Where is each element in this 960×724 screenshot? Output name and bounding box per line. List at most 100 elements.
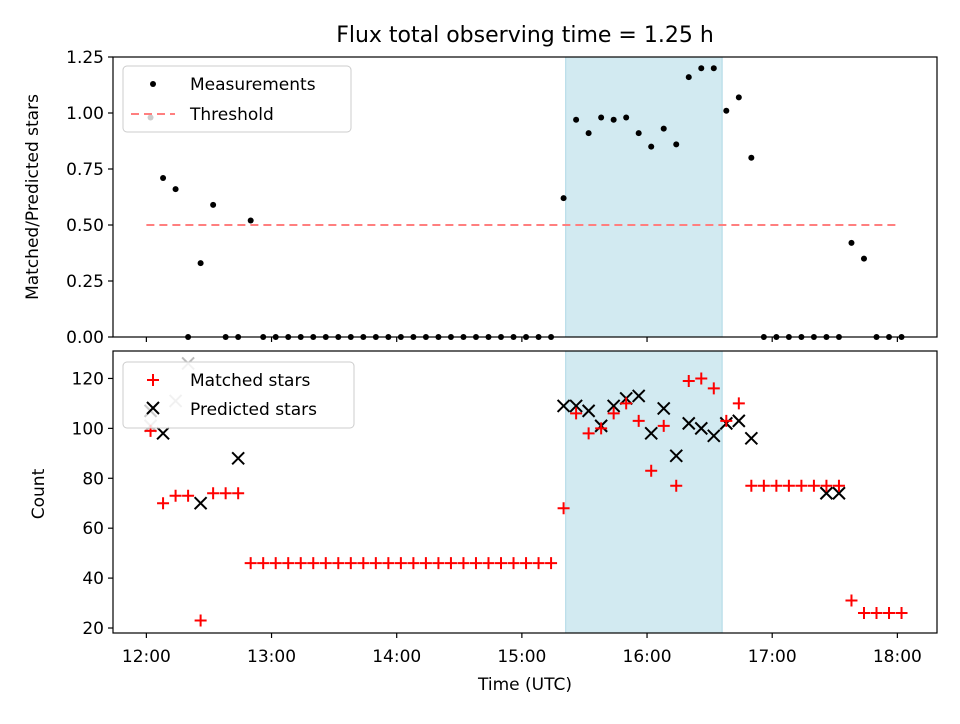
matched-star-point (232, 487, 245, 500)
matched-star-point (444, 557, 457, 570)
top-y-tick-label: 0.75 (66, 160, 104, 180)
measurement-point (160, 174, 167, 181)
matched-star-point (369, 557, 382, 570)
bottom-plot-area: 12:00 13:00 14:00 15:00 16:00 17:00 18:00 20 40 6… (72, 350, 938, 667)
matched-star-point (545, 557, 558, 570)
matched-star-point (795, 479, 808, 492)
chart-title: Flux total observing time = 1.25 h (336, 23, 714, 48)
predicted-star-point (682, 416, 696, 431)
measurement-point (723, 107, 730, 114)
matched-star-point (344, 557, 357, 570)
top-plot-area: 0.00 0.25 0.50 0.75 1.00 1.25 Measurements Thre… (66, 48, 938, 348)
top-legend: Measurements Threshold (122, 65, 352, 133)
bottom-x-tick-label: 12:00 (122, 647, 171, 667)
measurement-point (748, 154, 755, 161)
y-axis-label-bottom: Count (29, 468, 49, 519)
legend-predicted-label: Predicted stars (190, 400, 317, 420)
matched-star-point (332, 557, 345, 570)
legend-threshold-label: Threshold (189, 105, 274, 125)
matched-star-point (707, 382, 720, 395)
measurement-point (860, 255, 867, 262)
matched-star-point (645, 464, 658, 477)
top-legend-box (122, 65, 352, 133)
bottom-x-tick-label: 18:00 (873, 647, 922, 667)
measurement-point (585, 130, 592, 137)
matched-star-point (282, 557, 295, 570)
matched-star-point (482, 557, 495, 570)
bottom-x-tick-label: 13:00 (247, 647, 296, 667)
matched-star-point (382, 557, 395, 570)
matched-star-point (495, 557, 508, 570)
matched-star-point (832, 479, 845, 492)
measurement-point (623, 114, 630, 121)
matched-star-point (807, 479, 820, 492)
matched-star-point (469, 557, 482, 570)
measurement-point (560, 195, 567, 202)
matched-star-point (595, 422, 608, 435)
matched-star-point (219, 487, 232, 500)
matched-star-point (870, 607, 883, 620)
matched-star-point (294, 557, 307, 570)
measurement-point (172, 186, 179, 193)
matched-star-point (244, 557, 257, 570)
predicted-star-point (744, 431, 759, 446)
matched-star-point (269, 557, 282, 570)
matched-star-point (720, 414, 733, 427)
matched-star-point (407, 557, 420, 570)
measurement-point (648, 143, 655, 150)
measurement-point (598, 114, 605, 121)
matched-star-point (570, 407, 583, 420)
matched-star-point (157, 497, 170, 510)
predicted-star-point (193, 496, 208, 510)
predicted-star-point (606, 399, 621, 413)
predicted-star-point (556, 399, 571, 413)
matched-star-point (182, 489, 195, 502)
matched-star-point (770, 479, 783, 492)
bottom-x-tick-label: 15:00 (497, 647, 546, 667)
predicted-star-point (657, 401, 671, 416)
top-y-tick-label: 0.50 (66, 216, 104, 236)
bottom-legend: Matched stars Predicted stars (122, 361, 355, 429)
predicted-star-point (669, 449, 683, 463)
measurement-point (685, 74, 692, 81)
measurement-point (710, 65, 717, 72)
measurement-point (247, 217, 254, 224)
matched-star-point (520, 557, 533, 570)
bottom-y-tick-label: 40 (82, 569, 104, 589)
predicted-star-point (732, 414, 746, 428)
matched-star-point (457, 557, 470, 570)
measurement-point (610, 116, 617, 123)
matched-star-point (657, 419, 670, 432)
matched-star-point (670, 479, 683, 492)
y-axis-label-top: Matched/Predicted stars (23, 94, 43, 300)
matched-star-point (620, 397, 633, 410)
predicted-star-point (569, 399, 583, 413)
matched-star-point (857, 607, 870, 620)
measurement-point (673, 141, 680, 148)
matched-star-point (582, 427, 595, 440)
predicted-star-point (707, 429, 721, 443)
bottom-x-tick-label: 17:00 (748, 647, 797, 667)
matched-star-point (507, 557, 520, 570)
matched-star-point (607, 407, 620, 420)
bottom-y-tick-label: 20 (82, 619, 104, 639)
measurement-point (848, 239, 855, 246)
legend-predicted-marker (146, 401, 160, 415)
top-y-tick-label: 1.25 (66, 48, 104, 68)
measurement-point (698, 65, 705, 72)
legend-matched-label: Matched stars (190, 371, 310, 391)
predicted-star-point (694, 421, 708, 436)
predicted-star-point (644, 426, 658, 441)
measurement-point (210, 201, 217, 208)
bottom-y-tick-label: 120 (72, 369, 104, 389)
measurement-point (660, 125, 667, 132)
measurement-point (735, 94, 742, 101)
matched-star-point (194, 614, 207, 627)
matched-star-point (757, 479, 770, 492)
top-axes-frame (112, 56, 938, 338)
bottom-y-tick-label: 100 (72, 419, 104, 439)
measurement-point (635, 130, 642, 137)
bottom-y-tick-label: 80 (82, 469, 104, 489)
